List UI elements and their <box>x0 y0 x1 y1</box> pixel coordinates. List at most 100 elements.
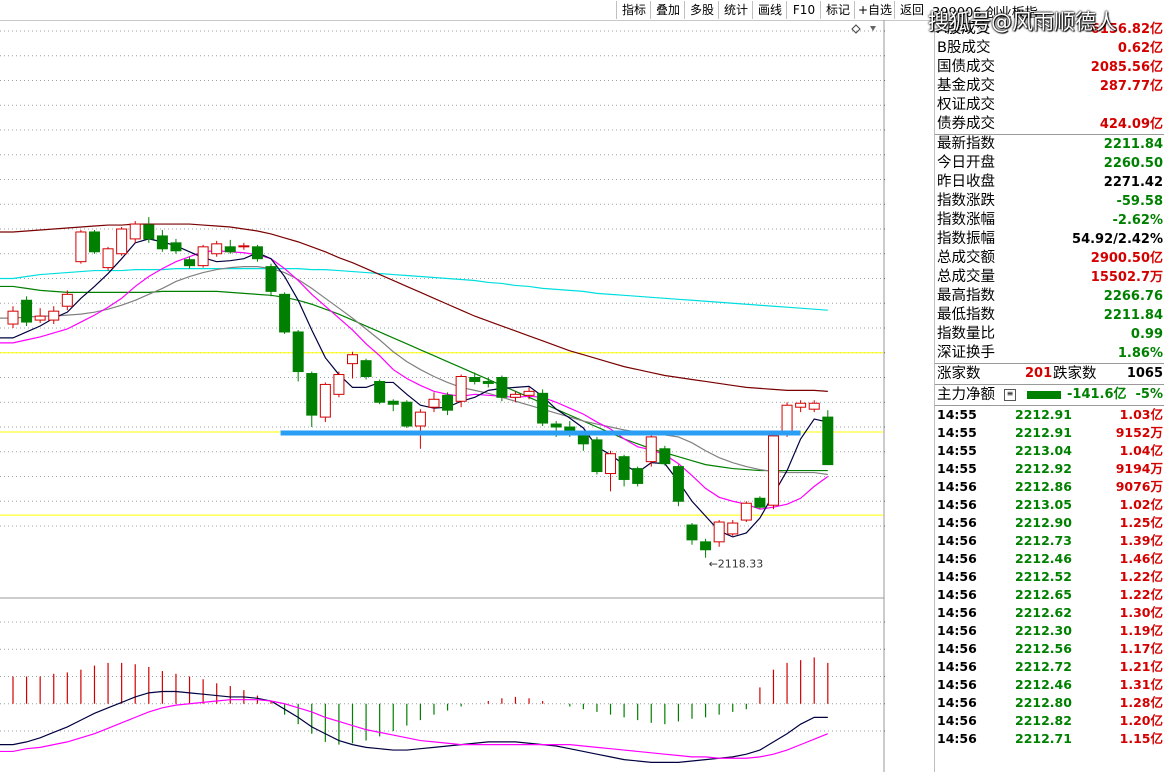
tick-time: 14:56 <box>937 713 977 728</box>
candle-down <box>822 416 834 466</box>
candle-down <box>442 394 454 411</box>
tick-time: 14:56 <box>937 659 977 674</box>
info-row: 指数涨幅 -2.62% <box>935 211 1164 230</box>
candle-up <box>102 248 114 269</box>
tick-amount: 1.19亿 <box>1119 623 1163 638</box>
tick-time: 14:56 <box>937 623 977 638</box>
toolbar-button[interactable]: F10 <box>786 1 821 19</box>
candle-down <box>170 242 182 252</box>
flow-label: 主力净额 <box>937 387 995 403</box>
info-value: 2085.56亿 <box>1090 60 1163 75</box>
tick-row: 14:56 2212.65 1.22亿 <box>935 586 1164 604</box>
tick-price: 2212.82 <box>1015 713 1072 728</box>
tick-amount: 1.02亿 <box>1119 497 1163 512</box>
candle-up <box>129 223 141 240</box>
info-value: 0.99 <box>1130 327 1163 342</box>
candle-up <box>645 436 657 463</box>
tick-list[interactable]: 14:55 2212.91 1.03亿 14:55 2212.91 9152万 14:55 2… <box>935 406 1164 748</box>
turnover-list: A股成交 6156.82亿 B股成交 0.62亿 国债成交 2085.56亿 基金成交 287… <box>935 20 1164 134</box>
info-label: 基金成交 <box>937 78 995 94</box>
candle-up <box>48 310 60 321</box>
tick-amount: 9194万 <box>1115 461 1163 476</box>
candle-up <box>197 246 209 267</box>
tick-amount: 1.46亿 <box>1119 551 1163 566</box>
candle-down <box>659 448 671 465</box>
info-label: 总成交量 <box>937 269 995 285</box>
info-row: 总成交量 15502.7万 <box>935 268 1164 287</box>
info-row: A股成交 6156.82亿 <box>935 20 1164 39</box>
divider <box>935 384 1164 385</box>
info-row: 债券成交 424.09亿 <box>935 115 1164 134</box>
tick-time: 14:55 <box>937 443 977 458</box>
tick-row: 14:56 2212.71 1.15亿 <box>935 730 1164 748</box>
dec-value: 1065 <box>1126 366 1163 381</box>
tick-row: 14:55 2212.91 1.03亿 <box>935 406 1164 424</box>
tick-row: 14:56 2212.90 1.25亿 <box>935 514 1164 532</box>
ma5-line <box>0 238 828 538</box>
candle-down <box>184 259 196 267</box>
tick-price: 2212.91 <box>1015 407 1072 422</box>
quote-panel: A股成交 6156.82亿 B股成交 0.62亿 国债成交 2085.56亿 基金成交 287… <box>934 20 1164 772</box>
tick-price: 2212.73 <box>1015 533 1072 548</box>
tick-time: 14:56 <box>937 497 977 512</box>
tick-row: 14:56 2212.46 1.31亿 <box>935 676 1164 694</box>
info-value: 6156.82亿 <box>1090 22 1163 37</box>
toolbar-button[interactable]: 返回 <box>894 1 929 19</box>
info-label: 深证换手 <box>937 345 995 361</box>
toolbar-button[interactable]: 标记 <box>820 1 855 19</box>
kline-svg[interactable]: 2650262526002575255025252500247524502425… <box>0 20 885 772</box>
info-label: 最高指数 <box>937 288 995 304</box>
toolbar-button[interactable]: 多股 <box>684 1 719 19</box>
tick-row: 14:55 2212.91 9152万 <box>935 424 1164 442</box>
candle-up <box>523 390 535 396</box>
candle-down <box>306 373 318 416</box>
info-value: 424.09亿 <box>1099 117 1163 132</box>
candle-down <box>387 400 399 405</box>
tick-price: 2212.71 <box>1015 731 1072 746</box>
flow-toggle-icon[interactable]: ≡ <box>1004 389 1016 401</box>
info-label: 最新指数 <box>937 136 995 152</box>
tick-time: 14:55 <box>937 407 977 422</box>
candle-up <box>808 402 820 410</box>
info-label: 指数涨幅 <box>937 212 995 228</box>
info-value: 2266.76 <box>1103 289 1163 304</box>
candle-down <box>292 331 304 373</box>
candle-down <box>591 439 603 473</box>
tick-price: 2212.80 <box>1015 695 1072 710</box>
toolbar-button[interactable]: 画线 <box>752 1 787 19</box>
toolbar-button[interactable]: 叠加 <box>650 1 685 19</box>
candle-up <box>781 404 793 433</box>
ma60-line <box>0 285 828 472</box>
toolbar-button[interactable]: 统计 <box>718 1 753 19</box>
toolbar-button[interactable]: 指标 <box>616 1 651 19</box>
info-value: 54.92/2.42% <box>1072 232 1163 247</box>
info-label: 最低指数 <box>937 307 995 323</box>
info-label: 指数涨跌 <box>937 193 995 209</box>
candle-down <box>224 246 236 253</box>
info-row: 指数量比 0.99 <box>935 325 1164 344</box>
tick-row: 14:56 2212.62 1.30亿 <box>935 604 1164 622</box>
info-value: 2211.84 <box>1103 308 1163 323</box>
candle-down <box>618 456 630 480</box>
triangle-icon <box>870 26 876 31</box>
info-row: 权证成交 <box>935 96 1164 115</box>
candle-down <box>686 524 698 541</box>
candle-down <box>550 423 562 428</box>
divider <box>935 134 1164 135</box>
kline-chart[interactable]: 2650262526002575255025252500247524502425… <box>0 20 885 772</box>
candle-up <box>740 502 752 521</box>
tick-price: 2212.56 <box>1015 641 1072 656</box>
candle-up <box>347 354 358 365</box>
candle-down <box>88 231 100 253</box>
toolbar-button[interactable]: +自选 <box>854 1 895 19</box>
info-value: 2900.50亿 <box>1090 251 1163 266</box>
tick-time: 14:56 <box>937 731 977 746</box>
info-row: 最新指数 2211.84 <box>935 135 1164 154</box>
candle-up <box>319 383 331 418</box>
info-row: 深证换手 1.86% <box>935 344 1164 363</box>
info-value: 2271.42 <box>1103 175 1163 190</box>
panel-title: 399006 创业板指 <box>932 6 1038 21</box>
index-stats: 最新指数 2211.84 今日开盘 2260.50 昨日收盘 2271.42 指数涨跌 -59… <box>935 135 1164 363</box>
toolbar: 指标 叠加 多股 统计 画线 F10 标记 +自选 返回 <box>0 0 1164 21</box>
ma10-line <box>0 250 829 510</box>
